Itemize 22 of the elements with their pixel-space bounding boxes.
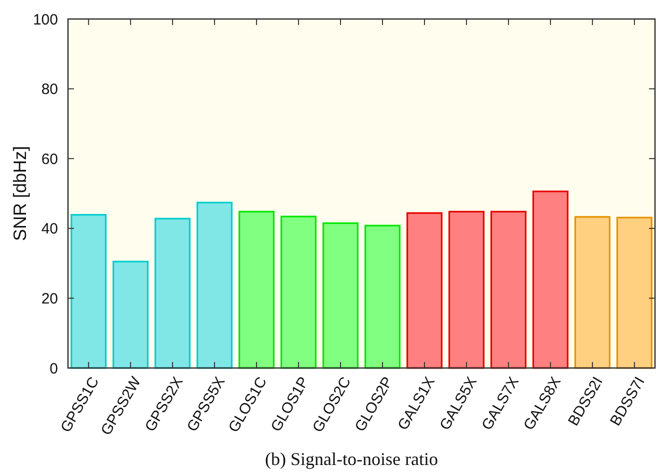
bar [616, 216, 652, 369]
bar [280, 216, 317, 369]
bar [490, 210, 526, 369]
y-tick-label: 20 [41, 290, 58, 308]
bar [448, 210, 484, 369]
bar [574, 216, 610, 369]
y-tick-label: 60 [41, 150, 58, 168]
y-tick-label: 40 [41, 220, 58, 238]
bar [238, 210, 275, 369]
y-tick-label: 100 [32, 11, 58, 28]
bar [70, 214, 107, 369]
bar [364, 224, 401, 369]
y-tick-label: 80 [41, 81, 58, 98]
bar [532, 190, 568, 369]
text: (b) Signal-to-noise ratio [265, 449, 438, 469]
bar [112, 260, 149, 369]
bar [406, 212, 442, 369]
y-axis-title: SNR [dbHz] [10, 146, 30, 242]
bar [196, 202, 233, 369]
y-tick-label: 0 [50, 360, 58, 378]
bar [322, 222, 359, 369]
bar [154, 218, 191, 369]
